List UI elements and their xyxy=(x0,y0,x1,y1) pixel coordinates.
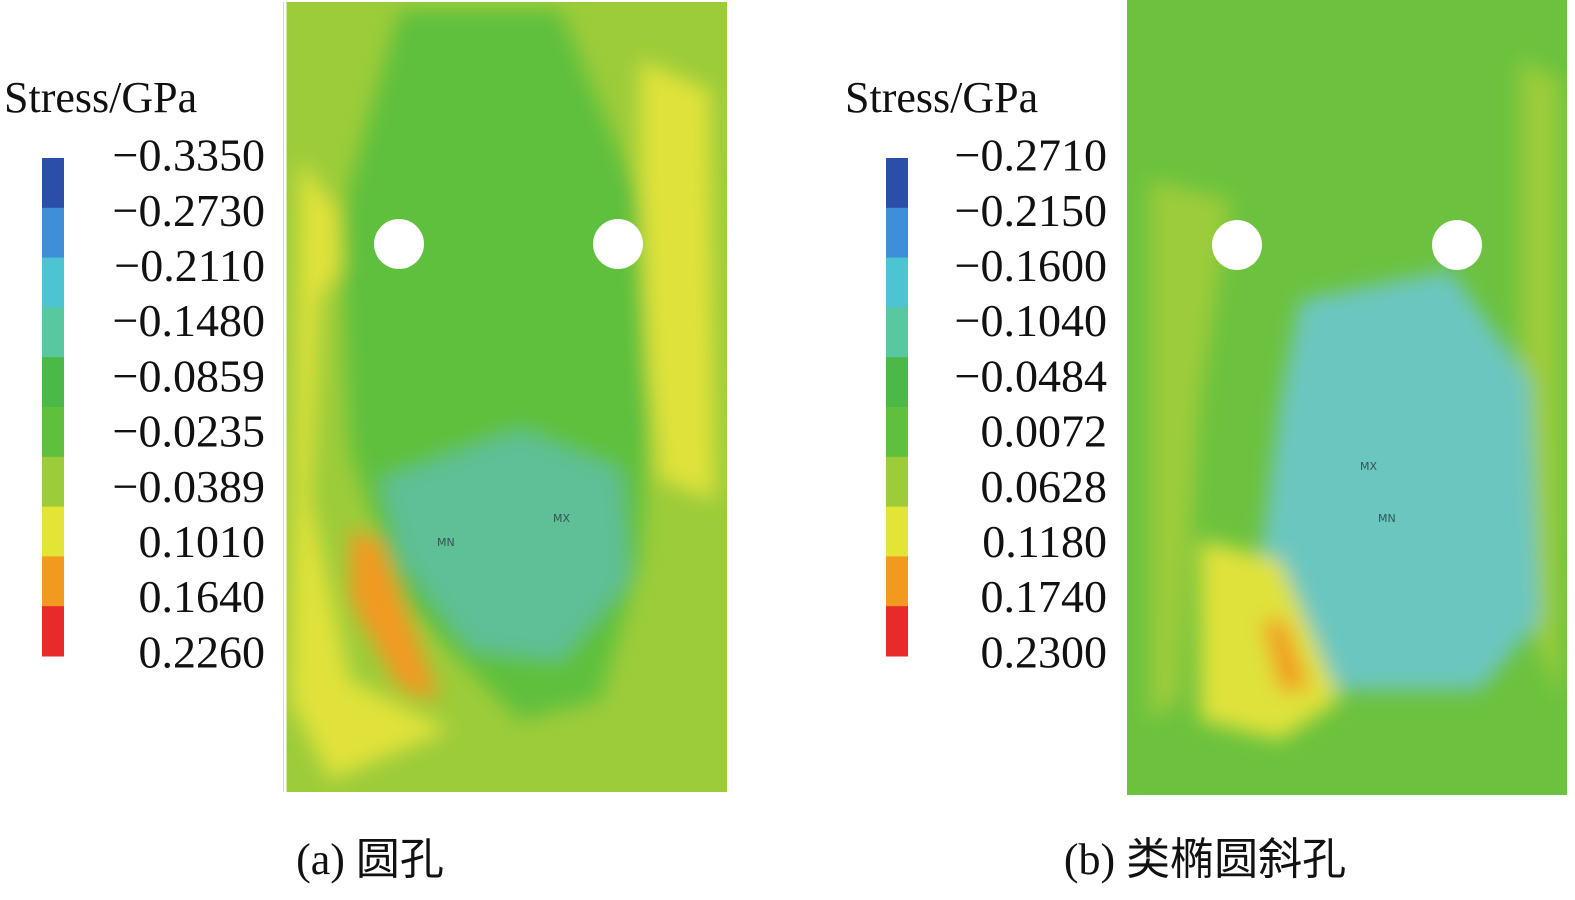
legend-title: Stress/GPa xyxy=(845,73,1038,122)
legend-swatch xyxy=(886,606,908,657)
legend-label: −0.1480 xyxy=(113,295,265,346)
legend-swatch xyxy=(42,556,64,607)
legend-label: −0.2150 xyxy=(955,185,1107,236)
legend-label: 0.1010 xyxy=(139,516,266,567)
legend-label: 0.1640 xyxy=(139,571,266,622)
legend-swatch xyxy=(886,207,908,259)
legend-swatch xyxy=(42,307,64,358)
legend-label: −0.0389 xyxy=(113,461,265,512)
legend-label: 0.0072 xyxy=(981,406,1108,457)
legend-title: Stress/GPa xyxy=(4,73,197,122)
caption: (b) 类椭圆斜孔 xyxy=(1064,835,1346,884)
legend-label: −0.1040 xyxy=(955,295,1107,346)
legend-label: −0.2110 xyxy=(114,240,265,291)
legend-swatch xyxy=(886,257,908,308)
legend-swatch xyxy=(42,357,64,408)
legend-label: 0.2260 xyxy=(139,626,266,677)
legend-swatch xyxy=(42,158,64,209)
legend-swatch xyxy=(42,257,64,308)
annotation: MN xyxy=(1378,512,1396,525)
legend-swatch xyxy=(886,357,908,408)
legend-label: −0.3350 xyxy=(113,130,265,181)
legend-label: −0.0235 xyxy=(113,406,265,457)
legend-label: −0.2710 xyxy=(955,130,1107,181)
annotation: MX xyxy=(553,512,570,525)
legend-swatch xyxy=(886,307,908,358)
legend-label: 0.0628 xyxy=(981,461,1108,512)
legend-swatch xyxy=(42,207,64,259)
legend-label: −0.2730 xyxy=(113,185,265,236)
legend-swatch xyxy=(886,407,908,458)
legend-label: −0.0484 xyxy=(955,350,1107,401)
legend-swatch xyxy=(42,407,64,458)
annotation: MX xyxy=(1360,460,1377,473)
legend-swatch xyxy=(886,556,908,607)
legend-swatch xyxy=(42,606,64,657)
legend-swatch xyxy=(886,506,908,557)
legend-swatch xyxy=(42,506,64,557)
legend-label: 0.1740 xyxy=(981,571,1108,622)
annotation: MN xyxy=(437,536,455,549)
contour-plate-a xyxy=(283,2,727,792)
legend-swatch xyxy=(42,456,64,508)
legend-swatch xyxy=(886,456,908,508)
contour-plate-b xyxy=(1127,0,1567,795)
caption: (a) 圆孔 xyxy=(296,835,444,884)
legend-swatch xyxy=(886,158,908,209)
legend-label: −0.1600 xyxy=(955,240,1107,291)
legend-label: 0.2300 xyxy=(981,626,1108,677)
legend-label: 0.1180 xyxy=(982,516,1107,567)
legend-label: −0.0859 xyxy=(113,350,265,401)
